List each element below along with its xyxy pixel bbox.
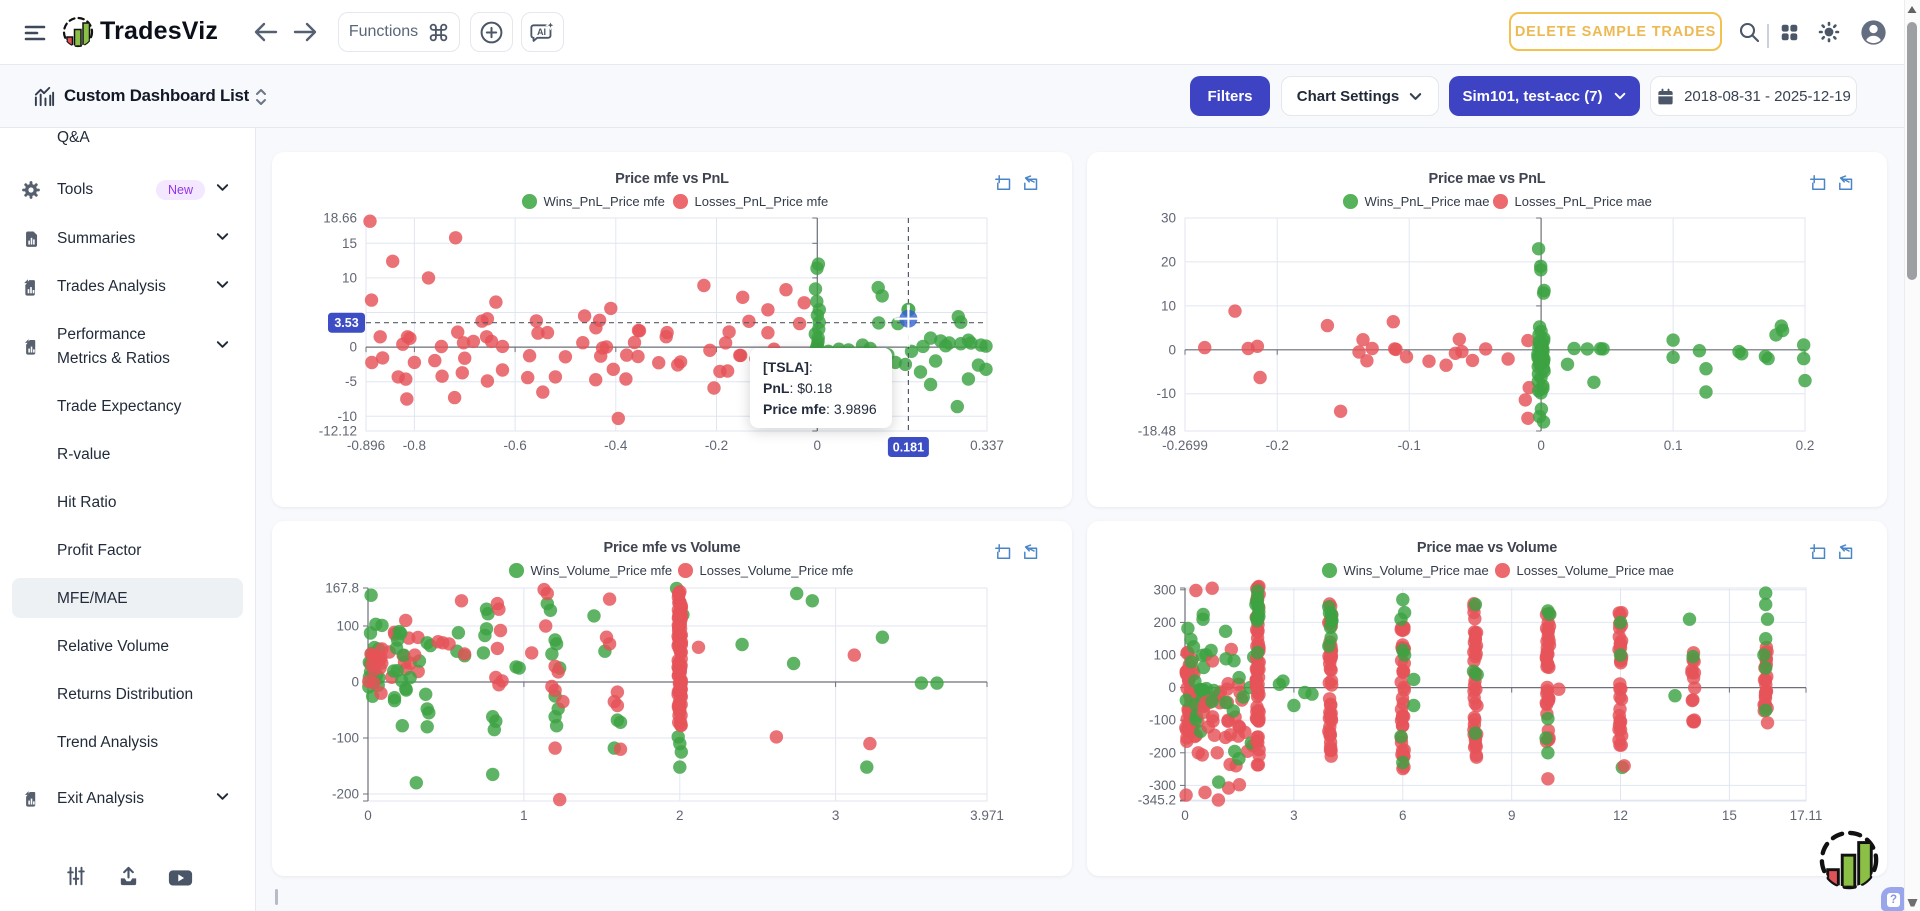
svg-text:-0.2: -0.2 [705,438,728,453]
svg-text:0.2: 0.2 [1796,438,1815,453]
svg-text:-10: -10 [337,409,357,424]
svg-text:0: 0 [1168,342,1176,357]
svg-text:-12.12: -12.12 [319,424,357,439]
svg-text:200: 200 [1153,615,1176,630]
svg-text:12: 12 [1613,808,1628,823]
svg-text:3.53: 3.53 [334,316,358,330]
svg-text:-18.48: -18.48 [1138,424,1176,439]
svg-text:9: 9 [1508,808,1516,823]
svg-text:-200: -200 [1149,745,1176,760]
svg-text:10: 10 [342,270,357,285]
svg-text:-0.2: -0.2 [1266,438,1289,453]
svg-text:-10: -10 [1156,386,1176,401]
svg-text:20: 20 [1161,254,1176,269]
svg-text:-5: -5 [345,374,357,389]
svg-text:-0.8: -0.8 [403,438,426,453]
svg-text:-345.2: -345.2 [1138,793,1176,808]
svg-text:AI: AI [537,27,546,37]
svg-text:-300: -300 [1149,778,1176,793]
svg-text:3: 3 [1290,808,1298,823]
svg-text:2: 2 [676,808,684,823]
svg-text:3: 3 [832,808,840,823]
svg-text:0: 0 [351,675,359,690]
svg-text:-0.2699: -0.2699 [1162,438,1208,453]
svg-text:15: 15 [342,236,357,251]
svg-text:300: 300 [1153,582,1176,597]
svg-text:0.337: 0.337 [970,438,1004,453]
svg-text:1: 1 [520,808,528,823]
svg-text:0.181: 0.181 [893,441,924,455]
svg-text:-0.1: -0.1 [1398,438,1421,453]
svg-text:18.66: 18.66 [323,211,357,226]
svg-text:100: 100 [1153,648,1176,663]
svg-text:0: 0 [1168,680,1176,695]
svg-text:-200: -200 [332,787,359,802]
svg-text:-0.6: -0.6 [503,438,526,453]
svg-text:-0.4: -0.4 [604,438,628,453]
svg-text:0: 0 [1537,438,1545,453]
svg-text:0: 0 [814,438,822,453]
svg-text:100: 100 [336,619,359,634]
svg-text:3.971: 3.971 [970,808,1004,823]
svg-text:15: 15 [1722,808,1737,823]
svg-text:0: 0 [349,340,357,355]
svg-text:10: 10 [1161,298,1176,313]
svg-text:-0.896: -0.896 [347,438,385,453]
svg-text:-100: -100 [332,731,359,746]
svg-text:30: 30 [1161,211,1176,226]
svg-text:6: 6 [1399,808,1407,823]
svg-text:0: 0 [1181,808,1189,823]
svg-text:17.11: 17.11 [1790,808,1823,823]
svg-text:0: 0 [364,808,372,823]
svg-text:167.8: 167.8 [325,581,359,596]
svg-text:-100: -100 [1149,713,1176,728]
svg-text:0.1: 0.1 [1664,438,1683,453]
